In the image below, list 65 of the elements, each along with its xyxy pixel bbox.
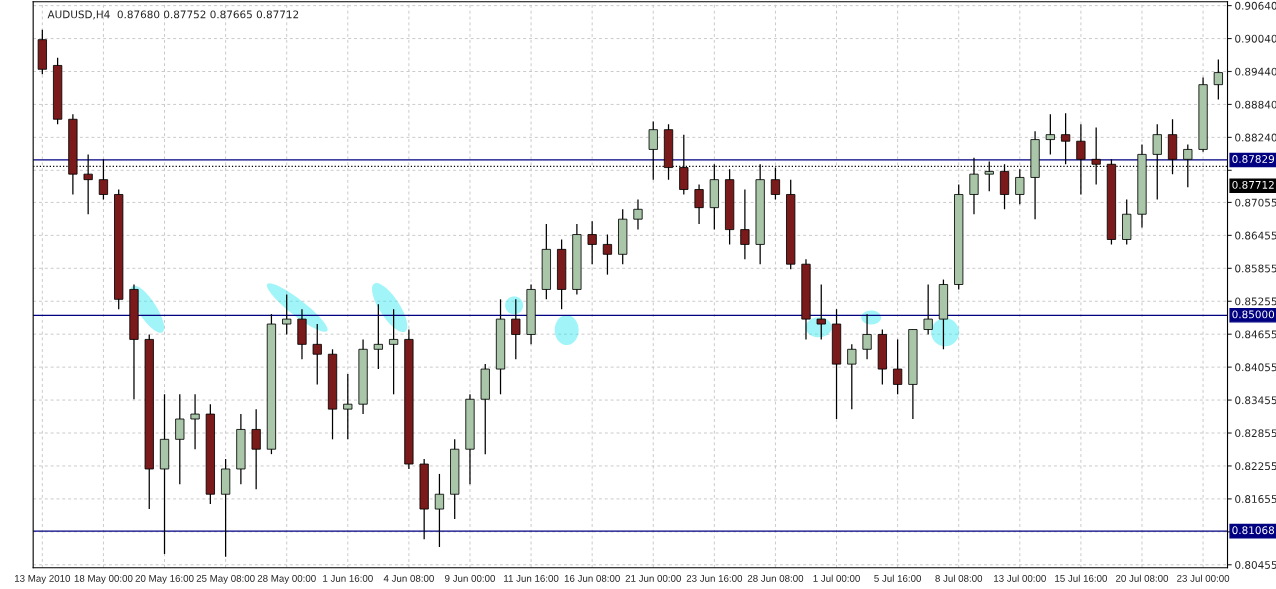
candlestick [312, 323, 322, 386]
candlestick [1061, 112, 1071, 165]
candlestick [434, 473, 445, 548]
candlestick [1045, 113, 1055, 156]
candlestick [190, 393, 200, 450]
candlestick [923, 283, 933, 336]
x-tick-label: 11 Jun 16:00 [504, 575, 559, 582]
candlestick [633, 198, 643, 231]
x-tick-label: 16 Jun 08:00 [564, 575, 620, 582]
candlestick [587, 220, 597, 265]
y-tick-label: 0.90640 [1235, 1, 1276, 10]
y-tick-label: 0.85255 [1235, 297, 1276, 306]
ref-line-label: 0.87829 [1232, 155, 1275, 163]
y-tick-label: 0.82855 [1235, 429, 1276, 438]
x-tick-label: 1 Jun 16:00 [323, 575, 373, 582]
x-tick-label: 18 May 00:00 [74, 575, 133, 584]
candlestick [694, 183, 704, 225]
candlestick [862, 313, 872, 360]
candlestick [740, 188, 750, 260]
y-tick-label: 0.81655 [1235, 495, 1276, 503]
x-tick-label: 28 Jun 08:00 [747, 575, 804, 582]
candlestick [602, 233, 613, 276]
x-tick-label: 15 Jul 16:00 [1055, 574, 1107, 582]
y-tick-label: 0.88840 [1235, 100, 1276, 109]
x-tick-label: 23 Jun 16:00 [686, 575, 743, 582]
x-tick-label: 20 May 16:00 [135, 575, 194, 584]
candlestick [282, 293, 292, 336]
candlestick [373, 303, 383, 370]
candlestick [175, 393, 185, 485]
candlestick [388, 308, 399, 395]
ref-line-label: 0.85000 [1232, 310, 1275, 319]
y-tick-label: 0.89440 [1235, 67, 1276, 76]
y-tick-label: 0.90040 [1235, 34, 1276, 43]
candlestick [847, 343, 857, 410]
candlestick [343, 373, 353, 440]
candlestick [1015, 168, 1025, 205]
y-tick-label: 0.85855 [1235, 264, 1276, 273]
x-tick-label: 1 Jul 00:00 [813, 574, 860, 582]
y-tick-label: 0.84055 [1235, 363, 1276, 372]
x-tick-label: 13 May 2010 [14, 575, 71, 584]
y-tick-label: 0.80455 [1235, 561, 1276, 569]
x-tick-label: 23 Jul 00:00 [1177, 574, 1230, 582]
ref-line-label: 0.87712 [1232, 180, 1274, 189]
x-tick-label: 28 May 00:00 [257, 575, 316, 584]
candlestick [511, 298, 521, 360]
y-tick-label: 0.88240 [1235, 133, 1276, 142]
candlestick [1213, 58, 1223, 101]
y-tick-label: 0.83455 [1235, 396, 1276, 405]
x-tick-label: 25 May 08:00 [196, 575, 255, 584]
x-tick-label: 8 Jul 08:00 [935, 574, 983, 582]
x-tick-label: 4 Jun 08:00 [383, 575, 434, 582]
y-tick-label: 0.82255 [1235, 462, 1276, 471]
candlestick [816, 283, 826, 341]
candlestick [251, 408, 261, 490]
x-tick-label: 20 Jul 08:00 [1115, 574, 1169, 582]
y-tick-label: 0.86455 [1235, 231, 1276, 240]
x-tick-label: 9 Jun 00:00 [445, 575, 496, 582]
y-tick-label: 0.87055 [1235, 198, 1276, 207]
text: AUDUSD,H4 0.87680 0.87752 0.87665 0.87712 [47, 10, 299, 20]
y-tick-label: 0.84655 [1235, 330, 1276, 339]
ref-line-label: 0.81068 [1232, 526, 1275, 535]
x-tick-label: 21 Jun 00:00 [625, 575, 681, 582]
x-tick-label: 13 Jul 00:00 [994, 574, 1046, 582]
x-tick-label: 5 Jul 16:00 [874, 574, 922, 582]
candlestick [893, 338, 903, 395]
